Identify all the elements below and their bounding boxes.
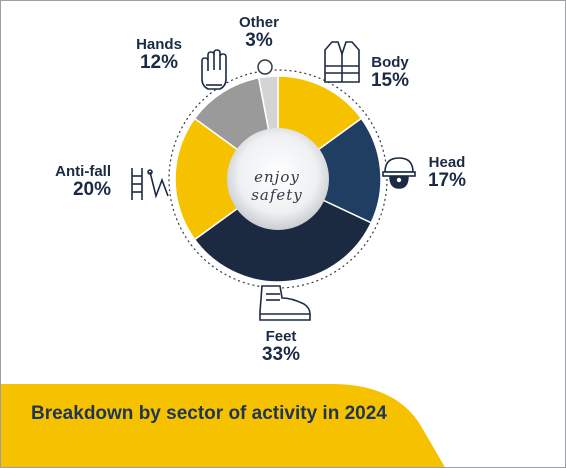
label-hands: Hands 12% <box>129 37 189 73</box>
safety-vest-icon <box>324 41 360 83</box>
safety-boot-icon <box>259 285 311 321</box>
pie-slice-head <box>276 117 382 224</box>
label-antifall: Anti-fall 20% <box>27 164 111 200</box>
fall-protection-icon <box>131 168 169 200</box>
label-body-name: Body <box>371 54 409 71</box>
pie-slice-feet <box>193 178 373 283</box>
label-feet: Feet 33% <box>251 329 311 365</box>
pie-slice-anti-fall <box>174 117 280 241</box>
label-other-pct: 3% <box>245 29 273 51</box>
label-body-pct: 15% <box>370 69 410 91</box>
label-hands-name: Hands <box>136 36 182 53</box>
label-head-name: Head <box>428 154 466 171</box>
glove-icon <box>201 49 227 90</box>
other-marker-circle <box>257 59 273 75</box>
label-head-pct: 17% <box>427 169 467 191</box>
label-feet-name: Feet <box>265 328 297 345</box>
center-slogan: enjoy safety <box>251 168 303 204</box>
label-hands-pct: 12% <box>139 51 179 73</box>
banner-title: Breakdown by sector of activity in 2024 <box>31 403 387 424</box>
banner-background <box>1 384 445 467</box>
label-antifall-name: Anti-fall <box>55 163 111 180</box>
label-other: Other 3% <box>229 15 289 51</box>
label-feet-pct: 33% <box>261 343 301 365</box>
label-body: Body 15% <box>363 55 417 91</box>
hard-hat-icon <box>382 157 416 189</box>
label-head: Head 17% <box>419 155 475 191</box>
label-other-name: Other <box>238 14 279 31</box>
label-antifall-pct: 20% <box>72 178 111 200</box>
center-disk <box>227 128 329 230</box>
